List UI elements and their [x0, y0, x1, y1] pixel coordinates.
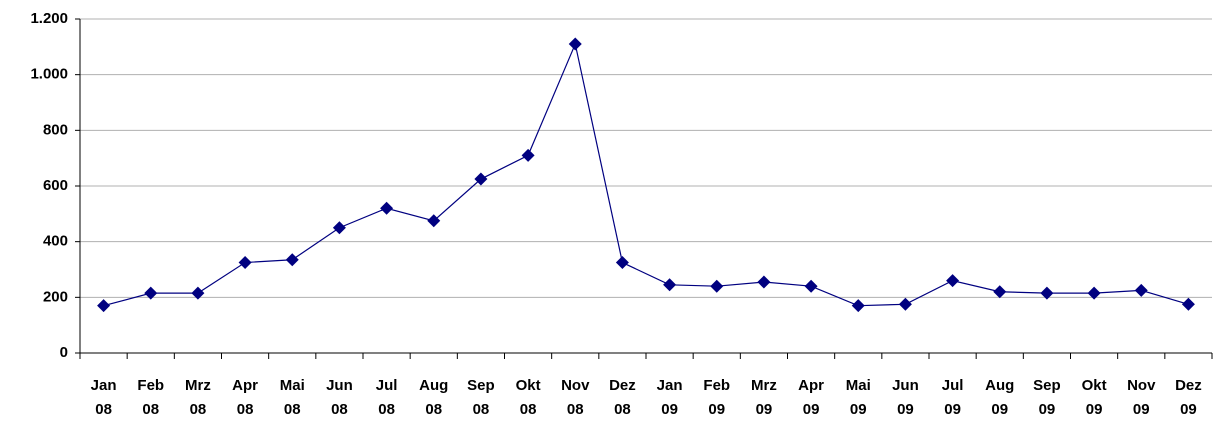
marker — [615, 256, 629, 270]
x-tick-label: Aug 08 — [419, 377, 449, 418]
x-tick-label: Apr 08 — [232, 377, 258, 418]
marker — [427, 214, 441, 228]
marker — [144, 286, 158, 300]
marker — [285, 253, 299, 267]
marker — [521, 148, 535, 162]
marker — [946, 274, 960, 288]
x-tick-label: Feb 08 — [137, 377, 165, 418]
x-tick-label: Jul 08 — [375, 377, 398, 418]
y-tick-label: 1.200 — [30, 10, 68, 27]
x-tick-label: Jan 09 — [656, 377, 683, 418]
marker — [663, 278, 677, 292]
marker — [474, 172, 488, 186]
x-tick-label: Jan 08 — [90, 377, 117, 418]
x-tick-label: Apr 09 — [798, 377, 824, 418]
marker — [1040, 286, 1054, 300]
marker — [1134, 283, 1148, 297]
line — [103, 42, 1189, 307]
marker — [97, 299, 111, 313]
marker — [993, 285, 1007, 299]
x-tick-label: Mrz 09 — [750, 377, 777, 418]
marker — [1087, 286, 1101, 300]
x-tick-label: Sep 09 — [1033, 377, 1061, 418]
marker — [332, 221, 346, 235]
marker — [191, 286, 205, 300]
marker — [238, 256, 252, 270]
x-tick-label: Nov 09 — [1127, 377, 1156, 418]
x-tick-label: Aug 09 — [985, 377, 1015, 418]
x-tick-label: Jun 09 — [892, 377, 919, 418]
marker — [757, 275, 771, 289]
y-tick-label: 600 — [43, 177, 68, 194]
y-tick-label: 200 — [43, 288, 68, 305]
x-tick-label: Feb 09 — [703, 377, 731, 418]
marker — [568, 37, 582, 51]
x-tick-label: Mai 09 — [845, 377, 871, 418]
x-tick-label: Mai 08 — [279, 377, 305, 418]
y-tick-label: 0 — [60, 344, 68, 361]
x-tick-label: Jul 09 — [941, 377, 964, 418]
marker — [380, 201, 394, 215]
y-tick-label: 400 — [43, 233, 68, 250]
x-tick-label: Nov 08 — [561, 377, 590, 418]
marker — [804, 279, 818, 293]
x-tick-label: Okt 08 — [515, 377, 541, 418]
marker — [898, 297, 912, 311]
y-tick-label: 800 — [43, 121, 68, 138]
x-tick-label: Dez 09 — [1175, 377, 1202, 418]
marker — [710, 279, 724, 293]
x-tick-label: Dez 08 — [609, 377, 636, 418]
marker — [851, 299, 865, 313]
x-tick-label: Sep 08 — [467, 377, 495, 418]
x-tick-label: Okt 09 — [1081, 377, 1107, 418]
marker — [1181, 297, 1195, 311]
x-tick-label: Jun 08 — [326, 377, 353, 418]
y-tick-label: 1.000 — [30, 66, 68, 83]
x-tick-label: Mrz 08 — [184, 377, 211, 418]
